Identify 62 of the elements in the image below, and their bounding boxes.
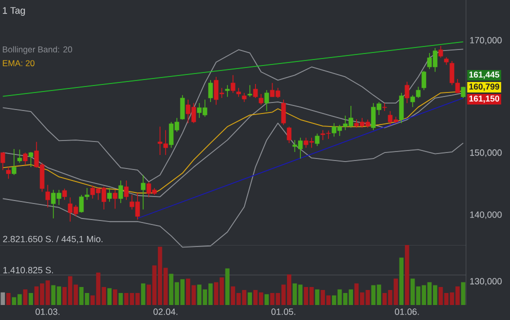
candlestick [264, 90, 269, 112]
bar [112, 289, 118, 305]
bar [404, 245, 410, 305]
candlestick [281, 99, 286, 126]
ref-line-label: 1.410.825 S. [3, 266, 53, 274]
candlestick [404, 81, 410, 104]
bar [23, 289, 28, 305]
bar [248, 292, 252, 305]
candlestick [258, 94, 264, 106]
x-tick-label: 01.03. [36, 308, 60, 315]
candlestick [28, 152, 34, 168]
candlestick [286, 126, 292, 144]
candlestick [242, 92, 247, 102]
bar [399, 258, 404, 305]
text: 161,150 [469, 96, 500, 103]
text: 1 Tag [2, 7, 25, 16]
bar [28, 293, 34, 305]
bar [6, 293, 11, 305]
bar [141, 283, 146, 305]
candlestick [17, 149, 22, 164]
bar [107, 288, 112, 305]
candlestick [22, 152, 28, 166]
candlestick [208, 80, 213, 102]
candlestick [124, 180, 129, 200]
text: 160,799 [469, 84, 500, 91]
bar [315, 289, 320, 305]
candlestick [107, 188, 112, 202]
candlestick [12, 148, 16, 176]
text: EMA: 20 [2, 60, 34, 66]
candlestick [0, 152, 6, 170]
candlestick [112, 189, 118, 210]
candlestick [438, 46, 444, 58]
line-series [2, 122, 464, 248]
bar [225, 268, 230, 305]
x-tick-label: 02.04. [153, 308, 178, 315]
candlestick [180, 94, 185, 120]
candlestick [253, 84, 258, 98]
candlestick [422, 70, 426, 91]
candlestick [140, 174, 146, 210]
x-tick-label: 01.06. [394, 308, 419, 315]
candlestick [6, 166, 11, 180]
candlestick [118, 180, 123, 204]
candlestick [45, 184, 50, 208]
ref-line-label: 2.821.650 S. / 445,1 Mio. [3, 236, 102, 244]
candlestick [230, 74, 236, 94]
y-tick-label: 150,000 [470, 149, 502, 157]
text: Bollinger Band: 20 [2, 46, 72, 54]
y-tick-label: 170,000 [470, 37, 502, 44]
candlestick [314, 133, 320, 146]
y-tick-label: 140,000 [470, 211, 502, 219]
bar [461, 282, 466, 305]
candlestick [248, 84, 252, 98]
text: 161,445 [469, 72, 500, 79]
x-tick-label: 01.05. [271, 308, 296, 315]
bar [264, 294, 269, 305]
candlestick [62, 188, 67, 200]
bar [118, 293, 123, 305]
candlestick [382, 102, 387, 112]
candlestick [225, 84, 230, 98]
bar [0, 292, 5, 305]
y-tick-label: 130,000 [470, 278, 502, 286]
candlestick [399, 92, 404, 124]
